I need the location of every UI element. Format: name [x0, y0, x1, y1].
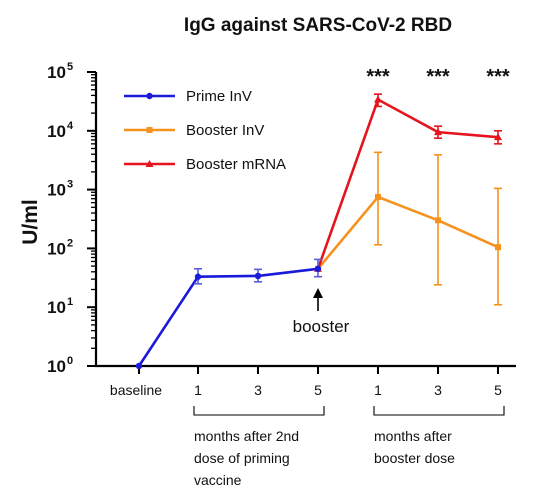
series-prime-inv	[135, 258, 322, 370]
legend-item: Prime InV	[124, 88, 252, 105]
legend-label: Booster InV	[186, 122, 264, 139]
y-tick-label: 10	[47, 63, 66, 82]
y-tick-label: 10	[47, 239, 66, 258]
data-point	[194, 273, 202, 280]
axes	[94, 72, 516, 368]
legend-label: Prime InV	[186, 88, 252, 105]
x-tick-label: 1	[194, 382, 202, 398]
group-bracket	[193, 406, 325, 416]
x-tick-label: 3	[254, 382, 262, 398]
legend-swatch-marker	[145, 160, 154, 167]
x-tick-label: 5	[494, 382, 502, 398]
series-layer	[135, 93, 502, 370]
y-tick-exponent: 1	[67, 296, 73, 308]
x-tick-label: 3	[434, 382, 442, 398]
legend-item: Booster mRNA	[124, 156, 286, 173]
chart-title: IgG against SARS-CoV-2 RBD	[184, 15, 452, 36]
x-tick-label: 1	[374, 382, 382, 398]
data-point	[375, 193, 381, 200]
legend-swatch-marker	[146, 92, 153, 100]
group-bracket	[373, 406, 505, 416]
y-tick-exponent: 3	[67, 179, 73, 191]
series-line	[317, 195, 499, 270]
y-tick-exponent: 5	[67, 61, 73, 73]
legend-item: Booster InV	[124, 122, 264, 139]
annotation-arrow-head	[313, 288, 323, 298]
group-label-line: booster dose	[374, 450, 455, 466]
y-tick-label: 10	[47, 122, 66, 141]
significance-marker: ***	[366, 66, 390, 88]
x-axis-ticks: baseline 1 3 5 1 3 5	[110, 366, 502, 398]
group-label-line: months after 2nd	[194, 428, 299, 444]
data-point	[434, 128, 442, 136]
group-label-line: months after	[374, 428, 452, 444]
y-tick-exponent: 0	[67, 355, 73, 367]
legend: Prime InV Booster InV Booster mRNA	[124, 88, 286, 173]
significance-marker: ***	[486, 66, 510, 88]
group-label-line: dose of priming	[194, 450, 290, 466]
y-tick-label: 10	[47, 298, 66, 317]
significance-marker: ***	[426, 66, 450, 88]
y-tick-exponent: 2	[67, 237, 73, 249]
group-brackets: months after 2nd dose of priming vaccine mo…	[193, 406, 505, 488]
data-point	[314, 265, 322, 272]
group-label-line: vaccine	[194, 472, 242, 488]
series-line	[137, 267, 319, 367]
data-point	[435, 217, 441, 224]
annotation-label: booster	[293, 317, 350, 336]
x-tick-label: baseline	[110, 382, 162, 398]
data-point	[254, 272, 262, 280]
x-tick-label: 5	[314, 382, 322, 398]
significance-layer: *** *** ***	[366, 66, 510, 88]
y-tick-label: 10	[47, 357, 66, 376]
legend-label: Booster mRNA	[186, 156, 286, 173]
series-booster-inv	[315, 151, 502, 306]
y-tick-exponent: 4	[67, 120, 74, 132]
data-point	[135, 362, 143, 370]
data-point	[494, 133, 502, 141]
legend-swatch-marker	[146, 127, 153, 133]
series-booster-mrna	[314, 93, 502, 272]
series-line	[316, 98, 499, 270]
data-point	[495, 244, 501, 251]
data-point	[374, 95, 382, 103]
y-axis-label: U/ml	[19, 199, 42, 245]
y-tick-label: 10	[47, 181, 66, 200]
annotation-layer: booster	[293, 288, 350, 336]
